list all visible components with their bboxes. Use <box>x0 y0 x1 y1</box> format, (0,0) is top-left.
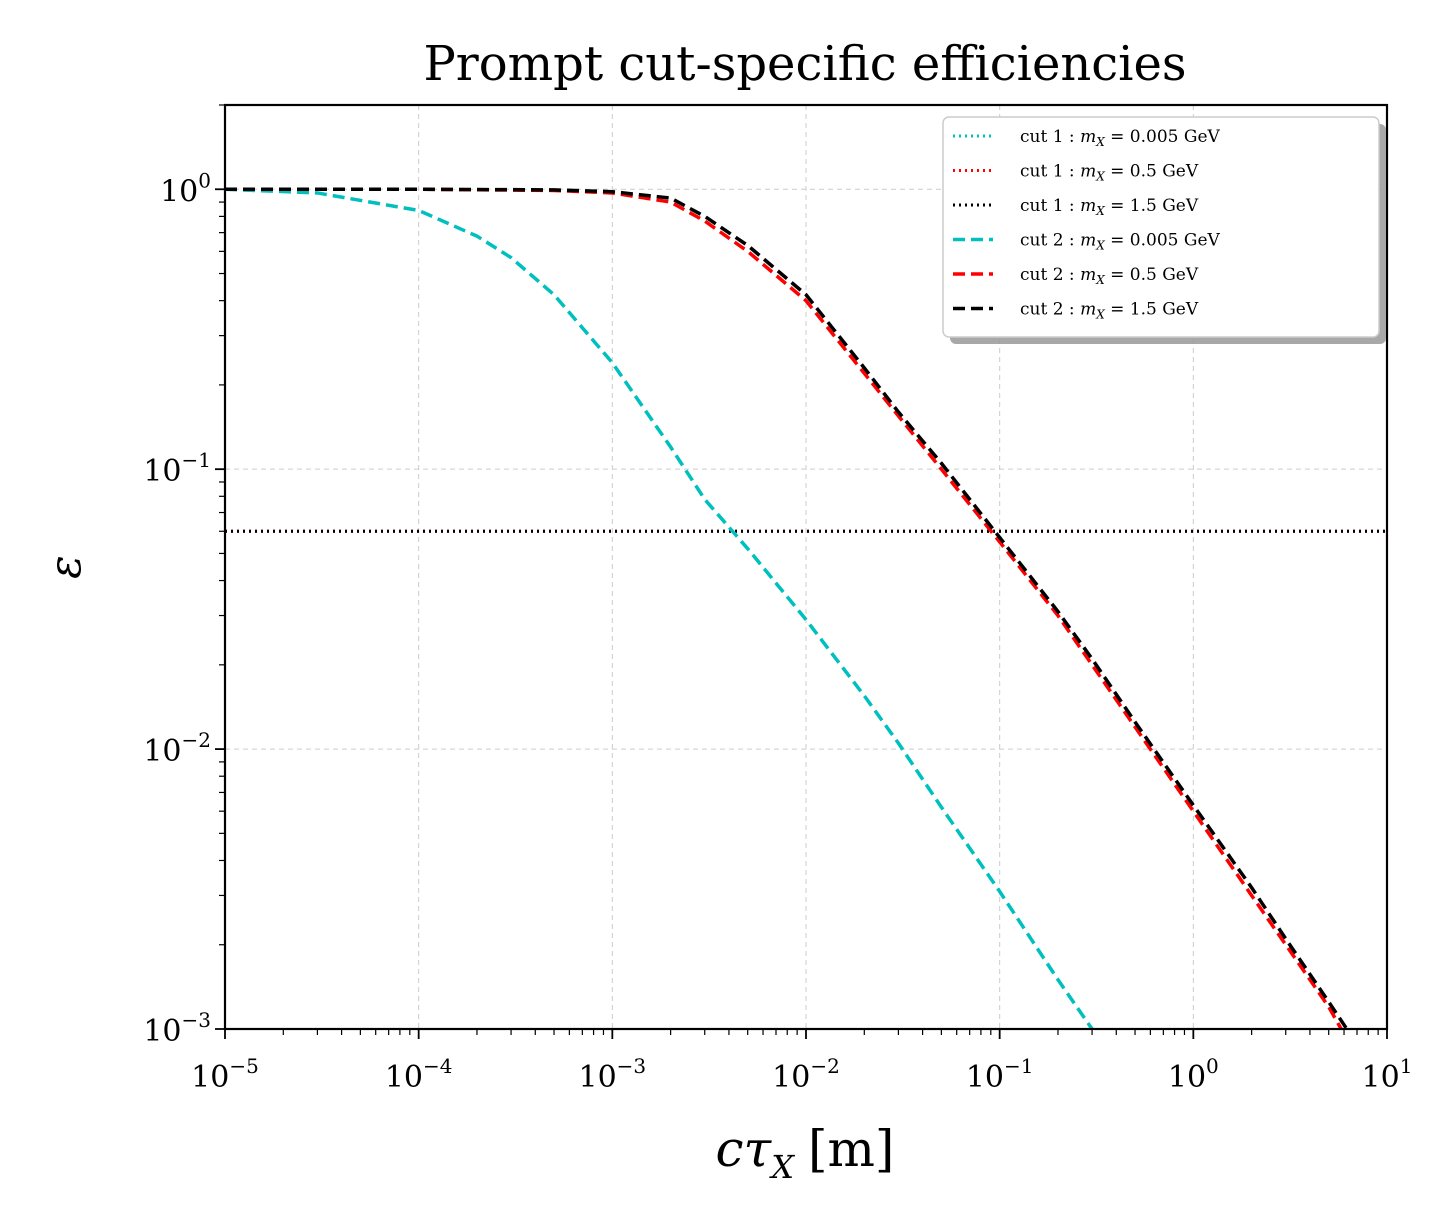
chart-title: Prompt cut-specific efficiencies <box>423 36 1186 92</box>
legend-box <box>942 116 1380 338</box>
y-tick-label: 10−1 <box>143 448 211 489</box>
y-tick-label: 100 <box>160 168 211 209</box>
series-line-6 <box>225 187 1349 1029</box>
legend-label-2: cut 1 : mX = 0.5 GeV <box>1020 162 1199 184</box>
ticks: 10−5 10−4 10−3 10−2 10−1 100 101 10−3 10−2 10−1 10… <box>143 104 1413 1095</box>
legend-label-1: cut 1 : mX = 0.005 GeV <box>1020 127 1220 149</box>
x-axis-label-sub: X <box>768 1148 795 1186</box>
svg-text:cτX[m]: cτX [m] <box>716 1120 895 1186</box>
x-tick-label: 100 <box>1168 1054 1219 1095</box>
x-tick-label: 10−2 <box>772 1054 840 1095</box>
series-line-4 <box>225 187 1094 1029</box>
legend: cut 1 : mX = 0.005 GeV cut 1 : mX = 0.5 G… <box>942 116 1386 344</box>
legend-label-5: cut 2 : mX = 0.5 GeV <box>1020 265 1199 287</box>
legend-label-3: cut 1 : mX = 1.5 GeV <box>1020 196 1199 218</box>
x-axis-label: cτX [m] <box>716 1120 895 1186</box>
legend-label-4: cut 2 : mX = 0.005 GeV <box>1020 231 1220 253</box>
y-tick-label: 10−2 <box>143 728 211 769</box>
x-axis-label-unit: [m] <box>808 1120 894 1178</box>
series-layer <box>225 187 1387 1029</box>
x-tick-label: 10−1 <box>966 1054 1034 1095</box>
x-tick-label: 10−4 <box>385 1054 453 1095</box>
x-tick-label: 101 <box>1362 1054 1413 1095</box>
x-axis-label-main: cτ <box>716 1120 773 1178</box>
y-axis-label: ε <box>40 555 91 579</box>
legend-label-6: cut 2 : mX = 1.5 GeV <box>1020 300 1199 322</box>
y-tick-label: 10−3 <box>143 1008 211 1049</box>
x-tick-label: 10−5 <box>191 1054 259 1095</box>
x-tick-label: 10−3 <box>578 1054 646 1095</box>
